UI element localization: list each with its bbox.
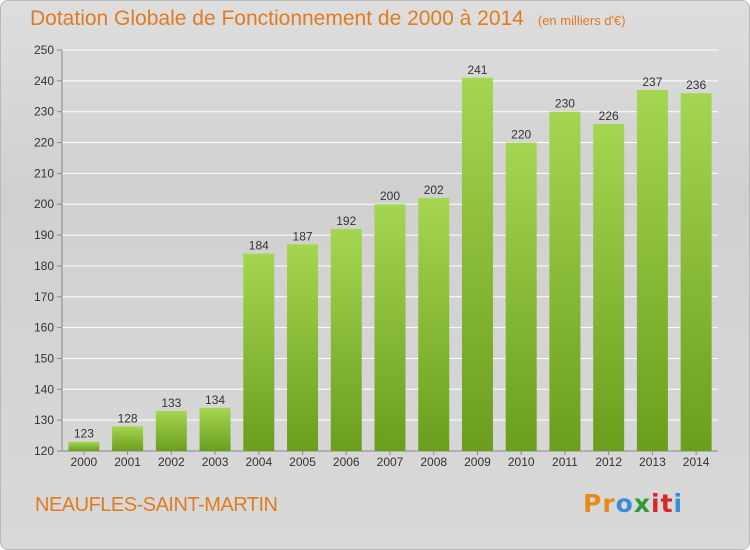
bar-2001 — [112, 426, 144, 451]
x-tick-label-2010: 2010 — [508, 455, 535, 469]
bar-2013 — [636, 90, 668, 451]
x-tick-label-2013: 2013 — [639, 455, 666, 469]
data-labels: 123 128 133 134 184 187 192 200 202 241 220 230 226 2… — [74, 63, 707, 441]
bar-2002 — [155, 410, 187, 451]
x-tick-label-2007: 2007 — [377, 455, 404, 469]
y-tick-label: 140 — [34, 382, 54, 396]
logo-letter: o — [615, 489, 634, 518]
x-tick-label-2011: 2011 — [552, 455, 578, 469]
data-label-2012: 226 — [599, 109, 619, 123]
bar-2009 — [461, 77, 493, 451]
x-tick-label-2005: 2005 — [289, 455, 316, 469]
y-tick-label: 190 — [34, 228, 54, 242]
y-tick-label: 160 — [34, 321, 54, 335]
x-tick-label-2009: 2009 — [464, 455, 491, 469]
x-tick-label-2004: 2004 — [245, 455, 272, 469]
bar-2000 — [68, 441, 100, 451]
chart-title: Dotation Globale de Fonctionnement de 20… — [30, 7, 626, 31]
data-label-2004: 184 — [249, 239, 269, 253]
x-tick-label-2001: 2001 — [114, 455, 141, 469]
data-label-2003: 134 — [205, 393, 225, 407]
bar-2004 — [243, 253, 275, 451]
logo-letter: r — [602, 489, 616, 518]
logo-letter: P — [583, 489, 603, 518]
data-label-2014: 236 — [686, 78, 706, 92]
bar-2010 — [505, 142, 537, 452]
y-tick-label: 220 — [34, 136, 54, 150]
bar-2012 — [593, 124, 625, 452]
data-label-2005: 187 — [293, 229, 313, 243]
x-tick-label-2002: 2002 — [158, 455, 185, 469]
y-tick-label: 230 — [34, 105, 54, 119]
data-label-2000: 123 — [74, 427, 94, 441]
y-tick-label: 150 — [34, 351, 54, 365]
bar-2005 — [287, 244, 319, 451]
y-tick-label: 120 — [34, 444, 54, 458]
logo-letter: t — [660, 489, 674, 518]
data-label-2007: 200 — [380, 189, 400, 203]
commune-name: NEAUFLES-SAINT-MARTIN — [35, 494, 278, 516]
x-tick-label-2008: 2008 — [420, 455, 447, 469]
bar-2008 — [418, 198, 450, 451]
data-label-2002: 133 — [161, 396, 181, 410]
logo-letter: x — [633, 489, 651, 518]
data-label-2008: 202 — [424, 183, 444, 197]
unit-note: (en milliers d'€) — [537, 13, 626, 28]
data-label-2006: 192 — [336, 214, 356, 228]
bar-2011 — [549, 111, 581, 451]
x-tick-label-2003: 2003 — [202, 455, 229, 469]
bars — [68, 77, 712, 452]
bar-2003 — [199, 407, 231, 451]
bar-2006 — [330, 228, 362, 451]
y-tick-label: 130 — [34, 413, 54, 427]
x-tick-label-2000: 2000 — [71, 455, 98, 469]
x-tick-label-2006: 2006 — [333, 455, 360, 469]
chart-title-text: Dotation Globale de Fonctionnement de 20… — [30, 7, 524, 30]
data-label-2001: 128 — [118, 411, 138, 425]
y-tick-label: 180 — [34, 259, 54, 273]
data-label-2011: 230 — [555, 97, 575, 111]
y-tick-label: 200 — [34, 197, 54, 211]
logo-letter: i — [673, 489, 684, 518]
x-tick-label-2014: 2014 — [683, 455, 710, 469]
y-tick-label: 170 — [34, 290, 54, 304]
y-tick-label: 250 — [34, 43, 54, 57]
y-tick-label: 240 — [34, 74, 54, 88]
data-label-2013: 237 — [642, 75, 662, 89]
x-tick-label-2012: 2012 — [595, 455, 622, 469]
bar-2014 — [680, 93, 712, 451]
data-label-2010: 220 — [511, 128, 531, 142]
data-label-2009: 241 — [467, 63, 487, 77]
logo-letter: i — [651, 489, 661, 518]
bar-2007 — [374, 204, 406, 451]
y-tick-label: 210 — [34, 166, 54, 180]
proxiti-logo: Proxiti — [583, 489, 683, 518]
